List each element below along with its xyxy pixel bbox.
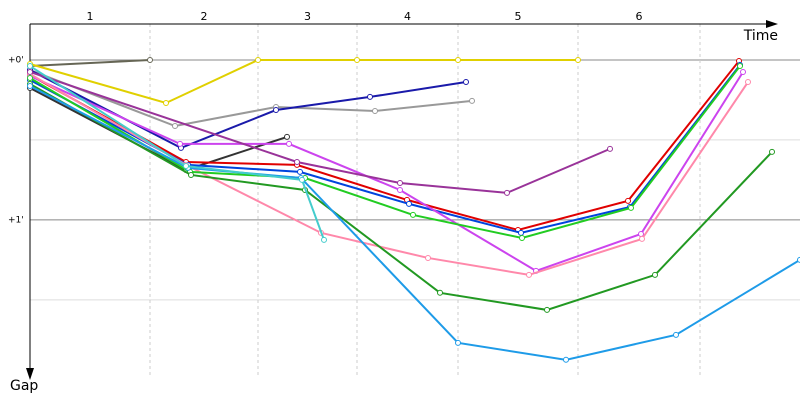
data-point bbox=[354, 56, 360, 63]
data-point bbox=[27, 68, 33, 75]
data-point bbox=[425, 254, 431, 261]
lap-label: 1 bbox=[87, 10, 94, 23]
data-point bbox=[740, 68, 746, 75]
data-point bbox=[177, 140, 183, 147]
series-line bbox=[29, 65, 325, 241]
data-point bbox=[769, 148, 775, 155]
data-point bbox=[652, 271, 658, 278]
series-line bbox=[29, 58, 151, 68]
data-point bbox=[284, 133, 290, 140]
data-point bbox=[321, 236, 327, 243]
data-point bbox=[638, 230, 644, 237]
data-point bbox=[255, 56, 261, 63]
data-point bbox=[372, 107, 378, 114]
data-point bbox=[469, 97, 475, 104]
data-point bbox=[628, 204, 634, 211]
lap-label: 6 bbox=[636, 10, 643, 23]
data-point bbox=[172, 123, 178, 130]
data-point bbox=[745, 79, 751, 86]
grid bbox=[30, 24, 800, 375]
data-point bbox=[397, 179, 403, 186]
lap-label: 4 bbox=[404, 10, 411, 23]
data-point bbox=[607, 145, 613, 152]
y-tick-label: +0' bbox=[8, 55, 24, 65]
lap-label: 3 bbox=[304, 10, 311, 23]
data-point bbox=[463, 79, 469, 86]
y-axis-label: Gap bbox=[10, 378, 38, 394]
y-axis-arrow bbox=[26, 368, 34, 380]
data-point bbox=[455, 56, 461, 63]
lap-label: 5 bbox=[515, 10, 522, 23]
data-point bbox=[367, 93, 373, 100]
y-tick-label: +1' bbox=[8, 215, 24, 225]
data-point bbox=[163, 99, 169, 106]
data-point bbox=[437, 289, 443, 296]
data-point bbox=[737, 63, 743, 70]
data-point bbox=[575, 56, 581, 63]
data-point bbox=[563, 356, 569, 363]
data-point bbox=[27, 83, 33, 90]
data-point bbox=[183, 162, 189, 169]
series-line bbox=[29, 58, 578, 105]
data-point bbox=[273, 107, 279, 114]
x-axis-arrow bbox=[766, 20, 778, 28]
data-point bbox=[299, 176, 305, 183]
series-line bbox=[29, 85, 800, 361]
data-point bbox=[639, 235, 645, 242]
data-point bbox=[673, 331, 679, 338]
data-point bbox=[504, 189, 510, 196]
data-point bbox=[455, 339, 461, 346]
data-point bbox=[286, 140, 292, 147]
data-point bbox=[297, 168, 303, 175]
series-line bbox=[29, 73, 749, 276]
data-point bbox=[797, 256, 800, 263]
data-point bbox=[625, 197, 631, 204]
x-axis-label: Time bbox=[743, 28, 778, 44]
data-point bbox=[188, 171, 194, 178]
data-point bbox=[294, 159, 300, 166]
data-point bbox=[27, 63, 33, 70]
data-point bbox=[544, 306, 550, 313]
data-point bbox=[147, 56, 153, 63]
data-point bbox=[410, 211, 416, 218]
data-point bbox=[27, 75, 33, 82]
data-point bbox=[518, 229, 524, 236]
series-line bbox=[29, 65, 741, 239]
data-point bbox=[526, 271, 532, 278]
data-point bbox=[406, 200, 412, 207]
data-point bbox=[519, 234, 525, 241]
lap-label: 2 bbox=[201, 10, 208, 23]
data-point bbox=[397, 186, 403, 193]
